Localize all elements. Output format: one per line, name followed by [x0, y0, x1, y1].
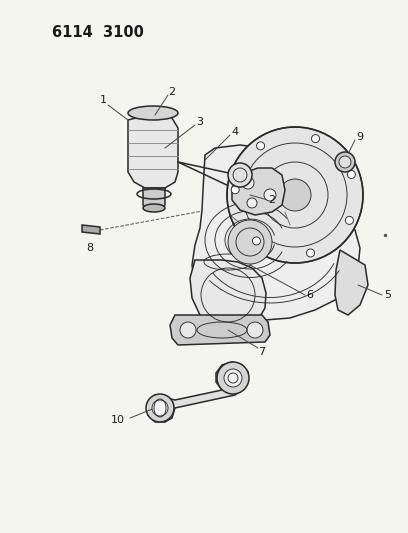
Circle shape — [335, 152, 355, 172]
Circle shape — [228, 220, 272, 264]
Text: 3: 3 — [197, 117, 204, 127]
Text: 2: 2 — [268, 195, 275, 205]
Polygon shape — [232, 168, 285, 215]
Text: 1: 1 — [100, 95, 106, 105]
Text: 2: 2 — [169, 87, 175, 97]
Circle shape — [306, 249, 315, 257]
Circle shape — [257, 142, 264, 150]
Circle shape — [247, 322, 263, 338]
Ellipse shape — [128, 106, 178, 120]
Text: 7: 7 — [258, 347, 266, 357]
Ellipse shape — [143, 204, 165, 212]
Circle shape — [279, 179, 311, 211]
Circle shape — [152, 400, 168, 416]
Polygon shape — [148, 362, 248, 422]
Circle shape — [242, 177, 254, 189]
Text: 10: 10 — [111, 415, 125, 425]
Polygon shape — [128, 113, 178, 188]
Polygon shape — [143, 188, 165, 208]
Polygon shape — [335, 250, 368, 315]
Circle shape — [224, 369, 242, 387]
Circle shape — [247, 198, 257, 208]
Polygon shape — [82, 225, 100, 234]
Polygon shape — [190, 260, 266, 330]
Circle shape — [227, 127, 363, 263]
Circle shape — [264, 189, 276, 201]
Polygon shape — [170, 315, 270, 345]
Circle shape — [228, 163, 252, 187]
Circle shape — [312, 135, 319, 143]
Polygon shape — [192, 145, 360, 320]
Text: 4: 4 — [231, 127, 239, 137]
Text: 6114  3100: 6114 3100 — [52, 25, 144, 40]
Circle shape — [180, 322, 196, 338]
Circle shape — [346, 216, 353, 224]
Circle shape — [339, 156, 351, 168]
Circle shape — [146, 394, 174, 422]
Text: 9: 9 — [357, 132, 364, 142]
Circle shape — [347, 171, 355, 179]
Circle shape — [217, 362, 249, 394]
Circle shape — [231, 186, 239, 194]
Circle shape — [253, 237, 260, 245]
Circle shape — [244, 189, 256, 201]
Text: 6: 6 — [306, 290, 313, 300]
Text: 5: 5 — [384, 290, 392, 300]
Text: 8: 8 — [86, 243, 93, 253]
